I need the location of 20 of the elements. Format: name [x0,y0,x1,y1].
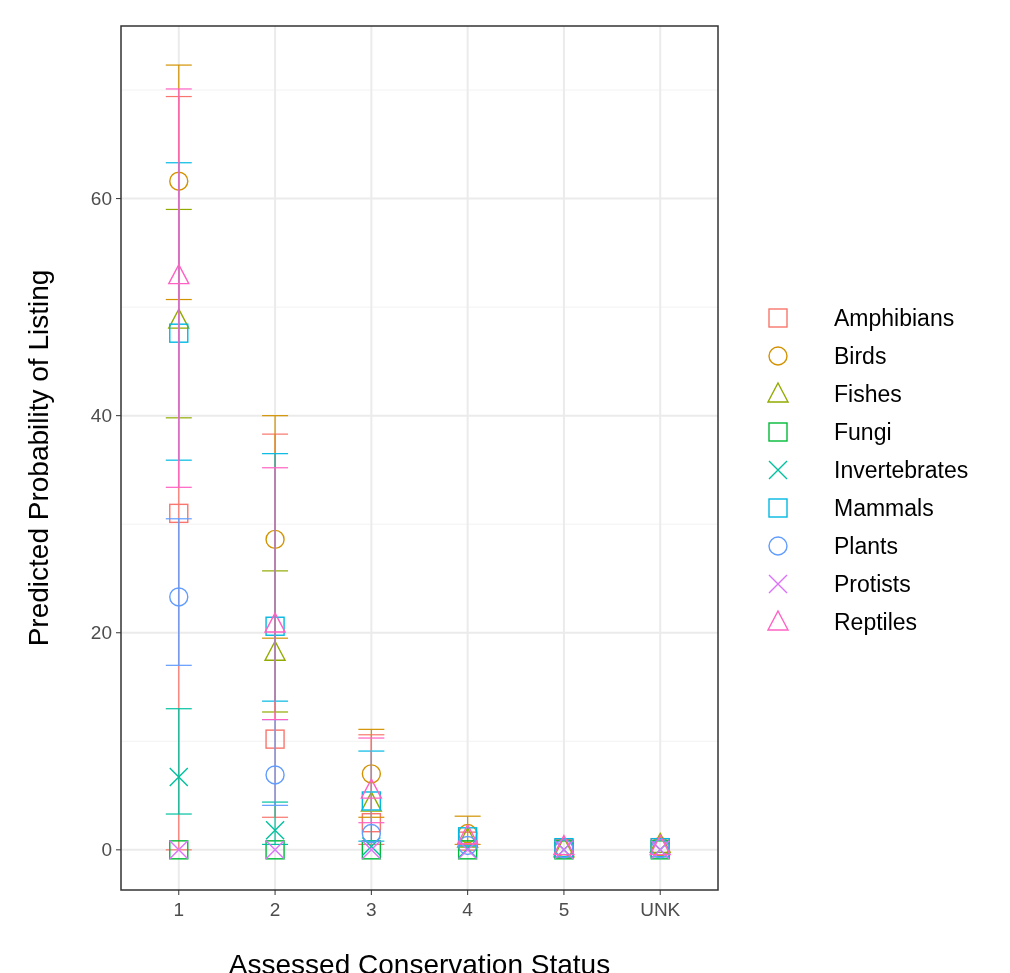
y-tick-label: 20 [90,622,112,644]
legend-label: Reptiles [834,609,918,636]
legend-label: Invertebrates [834,457,969,484]
x-tick-label: 4 [462,899,474,920]
x-tick-label: 1 [173,899,185,920]
x-tick-label: 5 [558,899,570,920]
legend-label: Fungi [834,419,892,446]
x-tick-label: 2 [269,899,281,920]
legend-label: Amphibians [834,305,955,332]
legend-label: Birds [834,343,887,370]
legend-label: Fishes [834,381,902,408]
y-tick-label: 0 [101,839,112,861]
x-tick-label: 3 [366,899,377,920]
y-tick-label: 60 [90,188,112,210]
x-tick-label: UNK [640,899,681,920]
legend-label: Plants [834,533,898,560]
y-axis-title: Predicted Probability of Listing [23,269,54,647]
y-tick-label: 40 [90,405,112,427]
legend-label: Protists [834,571,911,598]
legend-label: Mammals [834,495,934,522]
